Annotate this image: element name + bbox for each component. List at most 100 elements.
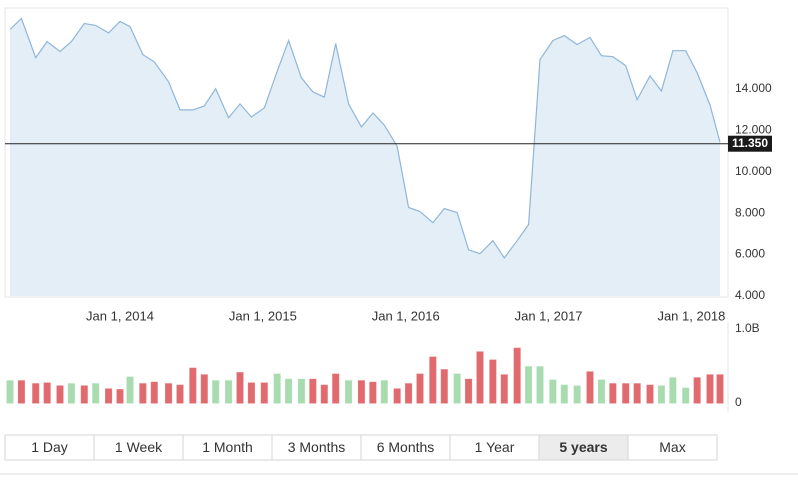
volume-bar — [92, 383, 100, 404]
volume-bar — [393, 388, 401, 404]
volume-bar — [116, 389, 124, 404]
volume-bar — [297, 378, 305, 404]
range-button[interactable]: Max — [627, 434, 718, 461]
range-button-label: 1 Year — [475, 439, 515, 455]
volume-bar — [225, 380, 233, 404]
volume-bar — [150, 381, 158, 404]
range-button-label: 1 Week — [115, 439, 163, 455]
volume-bar — [369, 381, 377, 404]
range-button[interactable]: 1 Day — [4, 434, 95, 461]
y-tick-label: 14.000 — [735, 81, 772, 95]
range-button[interactable]: 1 Year — [449, 434, 540, 461]
y-tick-label: 1.0B — [735, 321, 760, 335]
volume-bar — [17, 380, 25, 404]
volume-bar — [56, 385, 64, 404]
y-tick-label: 10.000 — [735, 164, 772, 178]
y-tick-label: 4.000 — [735, 288, 765, 302]
volume-bar — [380, 380, 388, 404]
range-button-bg — [538, 434, 629, 461]
volume-bar — [357, 380, 365, 404]
volume-bar — [247, 382, 255, 404]
volume-bar — [646, 384, 654, 404]
range-button[interactable]: 5 years — [538, 434, 629, 461]
volume-bar — [633, 383, 641, 404]
range-button-bg — [182, 434, 273, 461]
volume-bar — [706, 374, 714, 404]
plot-border — [4, 7, 729, 298]
range-button-bg — [360, 434, 451, 461]
volume-bar — [560, 384, 568, 404]
volume-bar — [416, 373, 424, 404]
price-line — [9, 17, 721, 259]
volume-bar — [345, 380, 353, 404]
volume-bar — [320, 384, 328, 404]
range-button-label: 3 Months — [288, 439, 346, 455]
volume-bar — [609, 383, 617, 404]
volume-bar — [453, 373, 461, 404]
volume-bar — [669, 377, 677, 404]
volume-bar — [32, 383, 40, 404]
volume-bar — [429, 356, 437, 404]
volume-bar — [126, 376, 134, 404]
volume-bar — [549, 379, 557, 404]
volume-bar — [440, 369, 448, 404]
volume-bar — [200, 374, 208, 404]
volume-bar — [332, 373, 340, 404]
volume-bar — [236, 372, 244, 404]
x-tick-label: Jan 1, 2018 — [657, 308, 725, 323]
volume-bar — [500, 374, 508, 404]
volume-bar — [657, 385, 665, 404]
volume-bar — [285, 378, 293, 404]
volume-bar — [67, 383, 75, 404]
volume-bar — [513, 347, 521, 404]
x-tick-label: Jan 1, 2017 — [515, 308, 583, 323]
y-tick-label: 12.000 — [735, 122, 772, 136]
volume-bar — [597, 379, 605, 404]
volume-bar — [189, 367, 197, 404]
volume-bar — [536, 366, 544, 404]
range-button[interactable]: 1 Week — [93, 434, 184, 461]
price-marker-box — [728, 135, 772, 152]
range-button-label: 1 Month — [202, 439, 253, 455]
volume-bar — [139, 383, 147, 404]
volume-bar — [309, 378, 317, 404]
range-button-bg — [93, 434, 184, 461]
volume-bar — [716, 374, 724, 404]
volume-bar — [6, 380, 14, 404]
range-button-label: Max — [659, 439, 685, 455]
volume-bar — [573, 385, 581, 404]
range-button-label: 1 Day — [31, 439, 68, 455]
y-tick-label: 6.000 — [735, 247, 765, 261]
range-button[interactable]: 6 Months — [360, 434, 451, 461]
volume-bar — [43, 382, 51, 404]
volume-bar — [105, 388, 113, 404]
volume-bar — [176, 384, 184, 404]
volume-bar — [405, 383, 413, 404]
volume-bar — [80, 385, 88, 404]
volume-bar — [693, 377, 701, 404]
y-tick-label: 0 — [735, 395, 742, 409]
volume-bar — [489, 359, 497, 404]
x-tick-label: Jan 1, 2016 — [372, 308, 440, 323]
range-button-label: 6 Months — [377, 439, 435, 455]
volume-bar — [465, 378, 473, 404]
range-button[interactable]: 3 Months — [271, 434, 362, 461]
volume-bar — [622, 383, 630, 404]
range-button-bg — [627, 434, 718, 461]
volume-bar — [682, 387, 690, 404]
y-tick-label: 8.000 — [735, 205, 765, 219]
x-tick-label: Jan 1, 2014 — [86, 308, 154, 323]
x-tick-label: Jan 1, 2015 — [229, 308, 297, 323]
range-button-label: 5 years — [559, 439, 607, 455]
volume-bar — [476, 351, 484, 404]
volume-bar — [525, 366, 533, 404]
price-marker-label: 11.350 — [732, 136, 768, 150]
range-button[interactable]: 1 Month — [182, 434, 273, 461]
volume-bar — [586, 371, 594, 404]
range-button-bg — [449, 434, 540, 461]
volume-bar — [165, 383, 173, 404]
range-button-bg — [271, 434, 362, 461]
area-fill — [10, 18, 720, 297]
